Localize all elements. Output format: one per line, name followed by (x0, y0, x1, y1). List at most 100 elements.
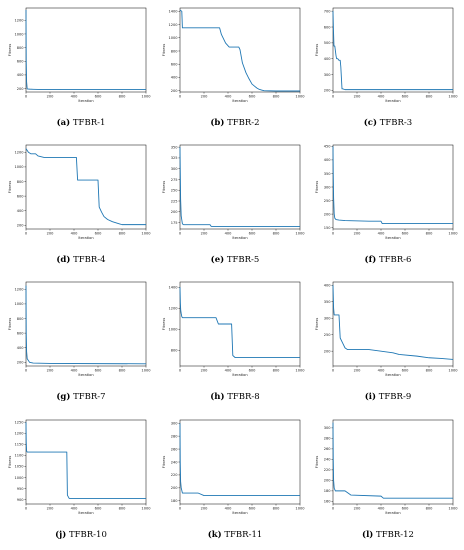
y-tick-label: 1000 (14, 32, 24, 36)
x-tick-label: 1000 (295, 232, 305, 236)
series-line (25, 10, 146, 91)
chart-svg: 0 200 400 600 800 1000 150 200 250 300 350 400 450 It… (315, 144, 458, 240)
x-axis-title: Iteration (232, 99, 247, 103)
x-tick-label: 600 (249, 232, 257, 236)
x-tick-label: 400 (225, 507, 233, 511)
panel-caption: (a) TFBR-1 (6, 118, 156, 128)
y-tick-label: 400 (324, 158, 332, 162)
x-tick-label: 600 (402, 507, 410, 511)
caption-letter: (i) (364, 392, 377, 402)
x-tick-label: 400 (225, 369, 233, 373)
y-tick-label: 300 (171, 167, 179, 171)
chart-panel: 0 200 400 600 800 1000 900 950 1000 1050 1100 1150 1… (6, 414, 156, 550)
y-tick-label: 260 (171, 447, 179, 451)
caption-letter: (l) (362, 530, 374, 540)
x-tick-label: 800 (426, 232, 434, 236)
chart-panel: 0 200 400 600 800 1000 150 200 250 300 350 400 450 It… (313, 139, 463, 275)
y-tick-label: 700 (324, 9, 332, 13)
plot-frame (332, 281, 454, 367)
y-axis-title: Fitness (162, 181, 166, 194)
plot-frame (332, 7, 454, 93)
x-tick-label: 0 (25, 95, 28, 99)
x-tick-label: 600 (402, 369, 410, 373)
x-tick-label: 800 (273, 507, 281, 511)
x-tick-label: 1000 (295, 369, 305, 373)
x-tick-label: 400 (71, 369, 79, 373)
y-axis-title: Fitness (162, 456, 166, 469)
x-tick-label: 0 (179, 95, 182, 99)
caption-text: TFBR-10 (68, 530, 107, 540)
x-tick-label: 600 (95, 232, 103, 236)
chart-panel: 0 200 400 600 800 1000 200 300 400 500 600 700 Itera… (313, 2, 463, 138)
x-tick-label: 0 (332, 232, 335, 236)
caption-letter: (g) (56, 392, 71, 402)
y-tick-label: 600 (324, 25, 332, 29)
y-tick-label: 200 (17, 87, 25, 91)
x-axis-title: Iteration (385, 236, 400, 240)
x-tick-label: 800 (273, 369, 281, 373)
x-tick-label: 0 (25, 507, 28, 511)
chart-svg: 0 200 400 600 800 1000200300400500600700Itera… (315, 7, 458, 103)
x-tick-label: 800 (273, 232, 281, 236)
y-tick-label: 1000 (14, 476, 24, 480)
x-tick-label: 1000 (448, 95, 458, 99)
x-axis-title: Iteration (385, 373, 400, 377)
y-tick-label: 1150 (14, 443, 24, 447)
caption-text: TFBR-7 (73, 392, 106, 402)
y-tick-label: 150 (324, 226, 332, 230)
y-tick-label: 800 (17, 46, 25, 50)
y-axis-title: Fitness (162, 44, 166, 57)
series-line (179, 9, 300, 92)
x-tick-label: 400 (225, 232, 233, 236)
y-tick-label: 325 (171, 156, 178, 160)
chart-panel: 0 200 400 600 800 1000 200 400 600 800 1000 1200 Ite… (6, 2, 156, 138)
x-tick-label: 200 (354, 95, 362, 99)
y-axis-title: Fitness (315, 181, 319, 194)
y-tick-label: 275 (171, 178, 178, 182)
panel-caption: (f) TFBR-6 (313, 255, 463, 265)
chart-panel: 0 200 400 600 800 1000 200 400 600 800 1000 1200 140… (160, 2, 310, 138)
x-tick-label: 800 (426, 95, 434, 99)
plot-frame (332, 144, 454, 230)
plot-frame (25, 419, 147, 505)
series-line (179, 147, 300, 227)
y-axis-title: Fitness (8, 456, 12, 469)
y-axis-title: Fitness (315, 44, 319, 57)
x-tick-label: 200 (354, 369, 362, 373)
chart-panel: 0 200 400 600 800 1000 200 250 300 350 400 Iteratio… (313, 276, 463, 412)
plot-frame (179, 144, 301, 230)
y-axis-title: Fitness (8, 181, 12, 194)
y-tick-label: 200 (324, 89, 332, 93)
y-tick-label: 1000 (168, 36, 178, 40)
x-tick-label: 1000 (295, 507, 305, 511)
x-axis-title: Iteration (232, 511, 247, 515)
y-tick-label: 1400 (168, 10, 178, 14)
panel-caption: (j) TFBR-10 (6, 530, 156, 540)
x-tick-label: 0 (332, 507, 335, 511)
chart-svg: 0 200 400 600 800 1000 800 1000 1200 1400 Iteratio… (162, 281, 305, 377)
x-tick-label: 400 (71, 95, 79, 99)
y-tick-label: 600 (17, 60, 25, 64)
y-tick-label: 240 (171, 460, 179, 464)
x-axis-title: Iteration (78, 236, 93, 240)
y-tick-label: 900 (17, 498, 25, 502)
panel-caption: (l) TFBR-12 (313, 530, 463, 540)
panel-caption: (c) TFBR-3 (313, 118, 463, 128)
y-tick-label: 180 (324, 489, 332, 493)
x-tick-label: 1000 (448, 507, 458, 511)
y-tick-label: 200 (171, 210, 179, 214)
y-tick-label: 250 (171, 189, 179, 193)
x-tick-label: 1000 (141, 507, 151, 511)
series-line (332, 285, 454, 360)
panel-caption: (h) TFBR-8 (160, 392, 310, 402)
series-line (179, 287, 300, 359)
caption-text: TFBR-11 (224, 530, 263, 540)
y-tick-label: 400 (324, 57, 332, 61)
caption-text: TFBR-12 (376, 530, 414, 540)
y-tick-label: 300 (324, 73, 332, 77)
x-axis-title: Iteration (78, 99, 93, 103)
y-tick-label: 1000 (14, 165, 24, 169)
x-tick-label: 400 (378, 369, 386, 373)
chart-svg: 0 200 400 600 800 1000 180 200 220 240 260 280 300 It… (162, 419, 305, 515)
x-tick-label: 0 (332, 369, 335, 373)
